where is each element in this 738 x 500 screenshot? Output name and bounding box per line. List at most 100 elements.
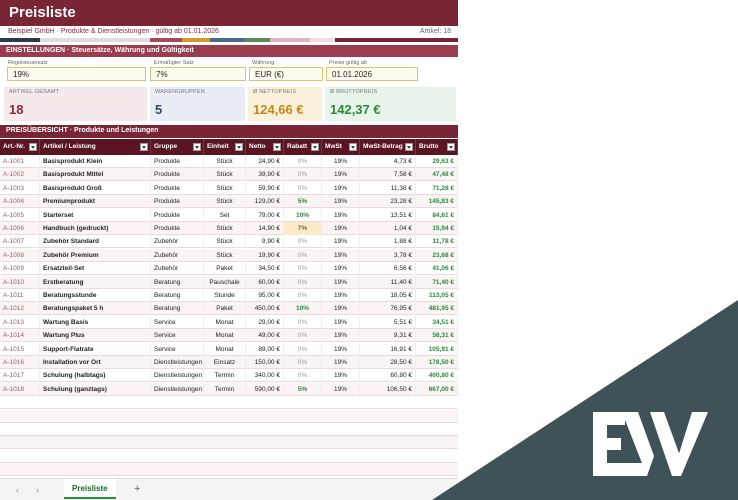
net-price-cell[interactable]: 340,00 € xyxy=(246,369,284,383)
art-nr-cell[interactable]: A-1018 xyxy=(0,382,40,396)
vat-rate-cell[interactable]: 19% xyxy=(322,155,360,168)
gross-price-cell[interactable]: 29,63 € xyxy=(416,155,458,168)
filter-dropdown-icon[interactable] xyxy=(273,143,281,151)
gross-price-cell[interactable]: 145,83 € xyxy=(416,195,458,209)
vat-rate-cell[interactable]: 19% xyxy=(322,248,360,262)
art-nr-cell[interactable]: A-1013 xyxy=(0,315,40,329)
gross-price-cell[interactable]: 41,06 € xyxy=(416,262,458,276)
unit-cell[interactable]: Stunde xyxy=(204,289,246,302)
vat-rate-cell[interactable]: 19% xyxy=(322,168,360,182)
article-name-cell[interactable]: Beratungsstunde xyxy=(40,289,151,302)
gross-price-cell[interactable]: 47,48 € xyxy=(416,168,458,182)
vat-amount-cell[interactable]: 7,58 € xyxy=(360,168,416,182)
table-row[interactable]: A-1007 Zubehör Standard Zubehör Stück 9,90 €… xyxy=(0,235,458,249)
art-nr-cell[interactable]: A-1002 xyxy=(0,168,40,182)
article-name-cell[interactable]: Wartung Basis xyxy=(40,315,151,329)
filter-dropdown-icon[interactable] xyxy=(405,143,413,151)
vat-amount-cell[interactable]: 13,51 € xyxy=(360,208,416,222)
gross-price-cell[interactable]: 400,80 € xyxy=(416,369,458,383)
group-cell[interactable]: Zubehör xyxy=(151,235,204,249)
vat-rate-cell[interactable]: 19% xyxy=(322,235,360,249)
group-cell[interactable]: Beratung xyxy=(151,302,204,316)
vat-amount-cell[interactable]: 3,78 € xyxy=(360,248,416,262)
net-price-cell[interactable]: 450,00 € xyxy=(246,302,284,316)
art-nr-cell[interactable]: A-1003 xyxy=(0,181,40,195)
vat-rate-cell[interactable]: 19% xyxy=(322,329,360,343)
discount-cell[interactable]: 10% xyxy=(284,208,322,222)
table-row[interactable]: A-1015 Support-Flatrate Service Monat 89,00 … xyxy=(0,342,458,356)
gross-price-cell[interactable]: 11,78 € xyxy=(416,235,458,249)
unit-cell[interactable]: Termin xyxy=(204,382,246,396)
unit-cell[interactable]: Einsatz xyxy=(204,356,246,369)
table-row[interactable]: A-1011 Beratungsstunde Beratung Stunde 95,00… xyxy=(0,289,458,302)
table-row[interactable]: A-1004 Premiumprodukt Produkte Stück 129,00 … xyxy=(0,195,458,209)
group-cell[interactable]: Zubehör xyxy=(151,262,204,276)
table-row[interactable]: A-1018 Schulung (ganztags) Dienstleistunge… xyxy=(0,382,458,396)
unit-cell[interactable]: Pauschale xyxy=(204,275,246,289)
article-name-cell[interactable]: Ersatzteil-Set xyxy=(40,262,151,276)
discount-cell[interactable]: 0% xyxy=(284,275,322,289)
group-cell[interactable]: Service xyxy=(151,329,204,343)
empty-table-row[interactable] xyxy=(0,436,458,450)
article-name-cell[interactable]: Basisprodukt Groß xyxy=(40,181,151,195)
unit-cell[interactable]: Stück xyxy=(204,168,246,182)
gross-price-cell[interactable]: 667,00 € xyxy=(416,382,458,396)
net-price-cell[interactable]: 14,90 € xyxy=(246,222,284,235)
table-row[interactable]: A-1010 Erstberatung Beratung Pauschale 60,00… xyxy=(0,275,458,289)
vat-amount-cell[interactable]: 1,04 € xyxy=(360,222,416,235)
discount-cell[interactable]: 0% xyxy=(284,235,322,249)
net-price-cell[interactable]: 34,50 € xyxy=(246,262,284,276)
vat-rate-cell[interactable]: 19% xyxy=(322,275,360,289)
net-price-cell[interactable]: 59,90 € xyxy=(246,181,284,195)
net-price-cell[interactable]: 60,00 € xyxy=(246,275,284,289)
vat-amount-cell[interactable]: 4,73 € xyxy=(360,155,416,168)
art-nr-cell[interactable]: A-1005 xyxy=(0,208,40,222)
table-row[interactable]: A-1006 Handbuch (gedruckt) Produkte Stück 14… xyxy=(0,222,458,235)
net-price-cell[interactable]: 49,00 € xyxy=(246,329,284,343)
group-cell[interactable]: Dienstleistungen xyxy=(151,382,204,396)
art-nr-cell[interactable]: A-1004 xyxy=(0,195,40,209)
vat-rate-cell[interactable]: 19% xyxy=(322,208,360,222)
vat-amount-cell[interactable]: 6,56 € xyxy=(360,262,416,276)
discount-cell[interactable]: 0% xyxy=(284,356,322,369)
group-cell[interactable]: Dienstleistungen xyxy=(151,369,204,383)
net-price-cell[interactable]: 19,90 € xyxy=(246,248,284,262)
gross-price-cell[interactable]: 178,50 € xyxy=(416,356,458,369)
vat-amount-cell[interactable]: 28,50 € xyxy=(360,356,416,369)
discount-cell[interactable]: 0% xyxy=(284,248,322,262)
table-row[interactable]: A-1014 Wartung Plus Service Monat 49,00 €0% 1… xyxy=(0,329,458,343)
article-name-cell[interactable]: Beratungspaket 5 h xyxy=(40,302,151,316)
discount-cell[interactable]: 5% xyxy=(284,382,322,396)
filter-dropdown-icon[interactable] xyxy=(447,143,455,151)
currency-field[interactable]: EUR (€) xyxy=(249,67,323,81)
art-nr-cell[interactable]: A-1011 xyxy=(0,289,40,302)
vat-amount-cell[interactable]: 11,38 € xyxy=(360,181,416,195)
vat-amount-cell[interactable]: 76,95 € xyxy=(360,302,416,316)
discount-cell[interactable]: 0% xyxy=(284,342,322,356)
reduced-tax-field[interactable]: 7% xyxy=(150,67,246,81)
art-nr-cell[interactable]: A-1009 xyxy=(0,262,40,276)
empty-table-row[interactable] xyxy=(0,396,458,410)
discount-cell[interactable]: 0% xyxy=(284,329,322,343)
discount-cell[interactable]: 7% xyxy=(284,222,322,235)
filter-dropdown-icon[interactable] xyxy=(349,143,357,151)
unit-cell[interactable]: Monat xyxy=(204,329,246,343)
unit-cell[interactable]: Stück xyxy=(204,222,246,235)
group-cell[interactable]: Service xyxy=(151,315,204,329)
gross-price-cell[interactable]: 15,94 € xyxy=(416,222,458,235)
group-cell[interactable]: Beratung xyxy=(151,289,204,302)
article-name-cell[interactable]: Schulung (halbtags) xyxy=(40,369,151,383)
gross-price-cell[interactable]: 84,61 € xyxy=(416,208,458,222)
article-name-cell[interactable]: Handbuch (gedruckt) xyxy=(40,222,151,235)
gross-price-cell[interactable]: 71,40 € xyxy=(416,275,458,289)
net-price-cell[interactable]: 24,90 € xyxy=(246,155,284,168)
unit-cell[interactable]: Stück xyxy=(204,181,246,195)
vat-amount-cell[interactable]: 16,91 € xyxy=(360,342,416,356)
art-nr-cell[interactable]: A-1007 xyxy=(0,235,40,249)
discount-cell[interactable]: 0% xyxy=(284,315,322,329)
group-cell[interactable]: Dienstleistungen xyxy=(151,356,204,369)
net-price-cell[interactable]: 79,00 € xyxy=(246,208,284,222)
table-row[interactable]: A-1001 Basisprodukt Klein Produkte Stück 24,… xyxy=(0,155,458,168)
net-price-cell[interactable]: 29,00 € xyxy=(246,315,284,329)
group-cell[interactable]: Zubehör xyxy=(151,248,204,262)
